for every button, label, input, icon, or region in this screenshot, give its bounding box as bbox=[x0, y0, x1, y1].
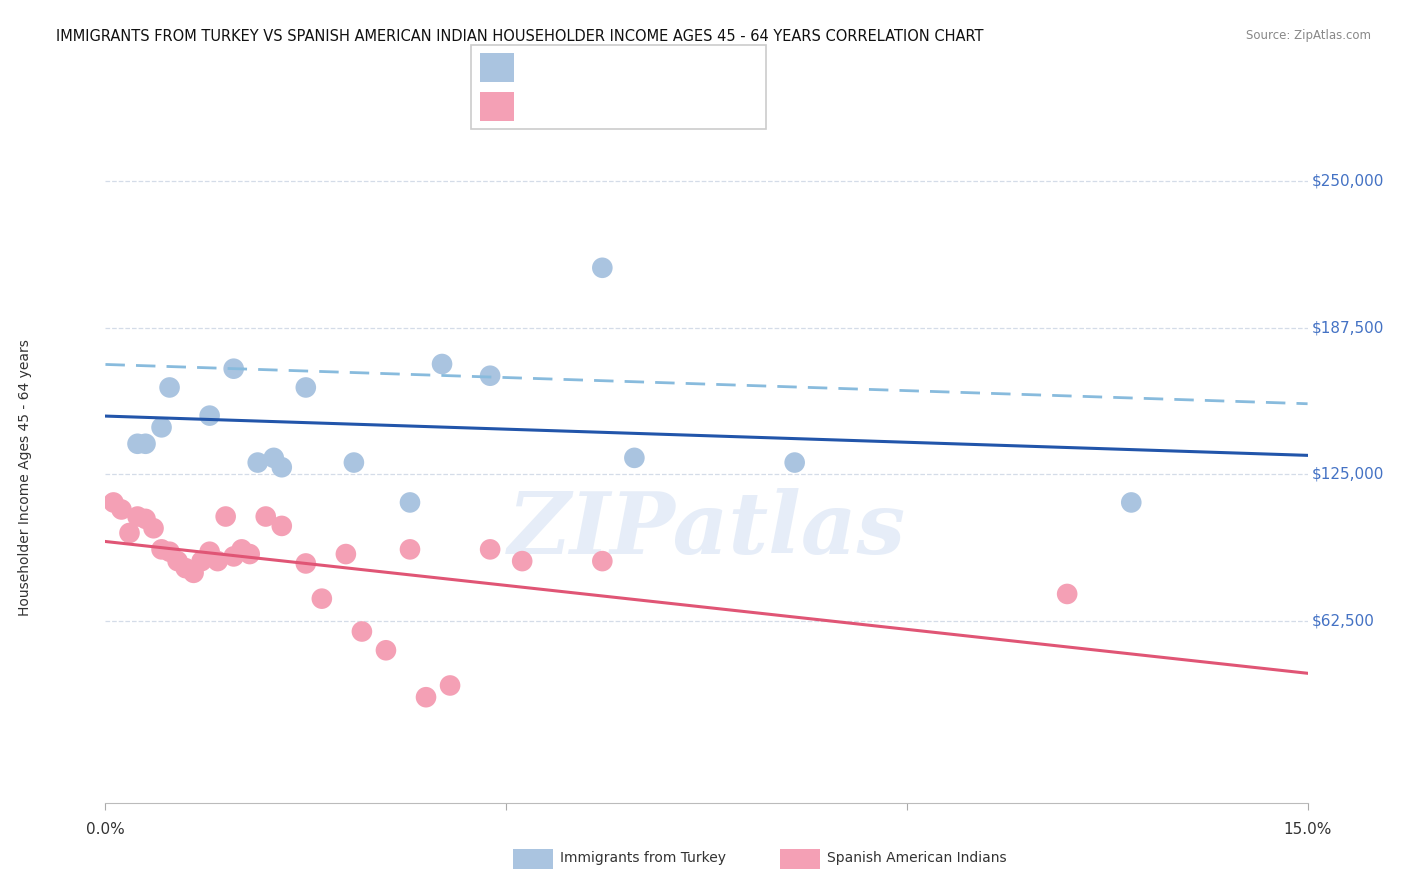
Point bbox=[174, 561, 197, 575]
Point bbox=[591, 554, 613, 568]
Point bbox=[399, 495, 422, 509]
Point bbox=[183, 566, 205, 580]
Text: R =: R = bbox=[527, 100, 553, 113]
Point bbox=[591, 260, 613, 275]
Point bbox=[222, 361, 245, 376]
Text: $62,500: $62,500 bbox=[1312, 614, 1375, 629]
Point bbox=[263, 450, 285, 465]
Point bbox=[118, 525, 141, 540]
Point bbox=[430, 357, 453, 371]
Text: 18: 18 bbox=[707, 61, 727, 74]
Point bbox=[222, 549, 245, 564]
Text: Householder Income Ages 45 - 64 years: Householder Income Ages 45 - 64 years bbox=[18, 339, 32, 615]
Point bbox=[399, 542, 422, 557]
Point bbox=[510, 554, 533, 568]
Point bbox=[190, 554, 212, 568]
Text: Source: ZipAtlas.com: Source: ZipAtlas.com bbox=[1246, 29, 1371, 43]
Point bbox=[150, 420, 173, 434]
Point bbox=[127, 437, 149, 451]
Point bbox=[198, 545, 221, 559]
Point bbox=[783, 456, 806, 470]
Bar bbox=[479, 54, 513, 82]
Point bbox=[198, 409, 221, 423]
Point bbox=[254, 509, 277, 524]
Point bbox=[166, 554, 188, 568]
Point bbox=[270, 460, 292, 475]
Point bbox=[159, 545, 181, 559]
Point bbox=[270, 519, 292, 533]
Point bbox=[103, 495, 125, 509]
Point bbox=[1056, 587, 1078, 601]
Text: 15.0%: 15.0% bbox=[1284, 822, 1331, 838]
Point bbox=[214, 509, 236, 524]
Point bbox=[142, 521, 165, 535]
Point bbox=[159, 380, 181, 394]
Text: Immigrants from Turkey: Immigrants from Turkey bbox=[560, 851, 725, 865]
Text: $187,500: $187,500 bbox=[1312, 320, 1384, 335]
Point bbox=[295, 557, 318, 571]
Point bbox=[335, 547, 357, 561]
Text: Spanish American Indians: Spanish American Indians bbox=[827, 851, 1007, 865]
Point bbox=[246, 456, 269, 470]
Point bbox=[1121, 495, 1143, 509]
Point bbox=[350, 624, 373, 639]
Point bbox=[295, 380, 318, 394]
Point bbox=[127, 509, 149, 524]
FancyBboxPatch shape bbox=[471, 45, 766, 129]
Text: ZIPatlas: ZIPatlas bbox=[508, 488, 905, 571]
Point bbox=[343, 456, 366, 470]
Text: 0.0%: 0.0% bbox=[86, 822, 125, 838]
Point bbox=[110, 502, 132, 516]
Text: 0.112: 0.112 bbox=[586, 61, 630, 74]
Point bbox=[623, 450, 645, 465]
Point bbox=[479, 368, 502, 383]
Point bbox=[150, 542, 173, 557]
Point bbox=[374, 643, 398, 657]
Point bbox=[415, 690, 437, 705]
Point bbox=[239, 547, 262, 561]
Text: $125,000: $125,000 bbox=[1312, 467, 1384, 482]
Text: N =: N = bbox=[654, 61, 681, 74]
Text: 32: 32 bbox=[707, 100, 727, 113]
Point bbox=[439, 678, 461, 692]
Point bbox=[311, 591, 333, 606]
Point bbox=[231, 542, 253, 557]
Point bbox=[135, 512, 157, 526]
Text: R =: R = bbox=[527, 61, 553, 74]
Point bbox=[207, 554, 229, 568]
Bar bbox=[479, 92, 513, 120]
Text: N =: N = bbox=[654, 100, 681, 113]
Point bbox=[135, 437, 157, 451]
Point bbox=[479, 542, 502, 557]
Text: $250,000: $250,000 bbox=[1312, 173, 1384, 188]
Text: IMMIGRANTS FROM TURKEY VS SPANISH AMERICAN INDIAN HOUSEHOLDER INCOME AGES 45 - 6: IMMIGRANTS FROM TURKEY VS SPANISH AMERIC… bbox=[56, 29, 984, 45]
Text: -0.060: -0.060 bbox=[586, 100, 636, 113]
